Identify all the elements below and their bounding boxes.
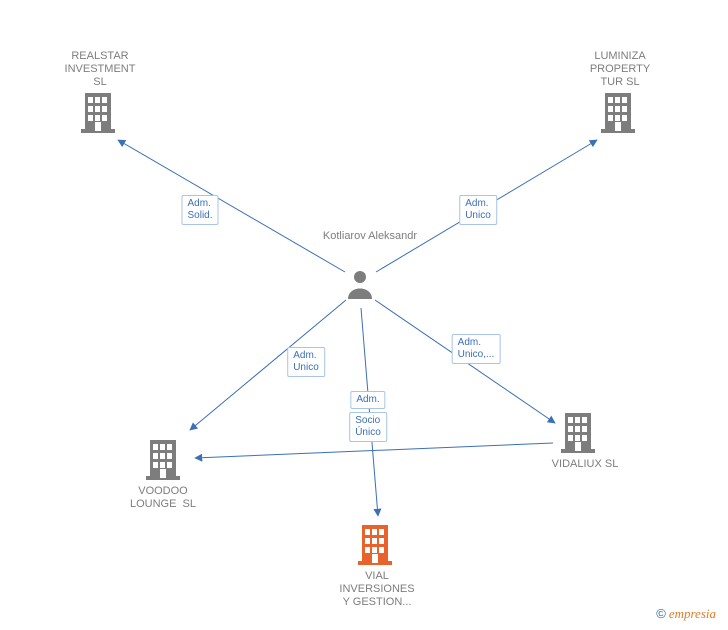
watermark: ©empresia <box>656 606 716 622</box>
edge-label: Socio Único <box>349 412 387 442</box>
copyright-symbol: © <box>656 606 666 621</box>
node-label: LUMINIZA PROPERTY TUR SL <box>590 50 650 89</box>
edge-label: Adm. Unico <box>287 347 325 377</box>
edge-line <box>195 443 553 458</box>
brand-name: empresia <box>669 606 716 621</box>
building-icon <box>561 413 595 453</box>
diagram-canvas <box>0 0 728 630</box>
edge-label: Adm. Solid. <box>181 195 218 225</box>
building-icon <box>601 93 635 133</box>
building-icon <box>81 93 115 133</box>
edge-label: Adm. Unico,... <box>452 334 501 364</box>
node-label: REALSTAR INVESTMENT SL <box>65 50 136 89</box>
building-icon <box>146 440 180 480</box>
edge-line <box>118 140 345 272</box>
node-label: VOODOO LOUNGE SL <box>130 485 196 511</box>
node-label: VIDALIUX SL <box>552 458 619 471</box>
building-icon <box>358 525 392 565</box>
edge-label: Adm. Unico <box>459 195 497 225</box>
node-label: VIAL INVERSIONES Y GESTION... <box>339 570 414 609</box>
edge-label: Adm. <box>350 391 385 409</box>
center-node-label: Kotliarov Aleksandr <box>323 230 417 243</box>
person-icon <box>348 271 372 299</box>
